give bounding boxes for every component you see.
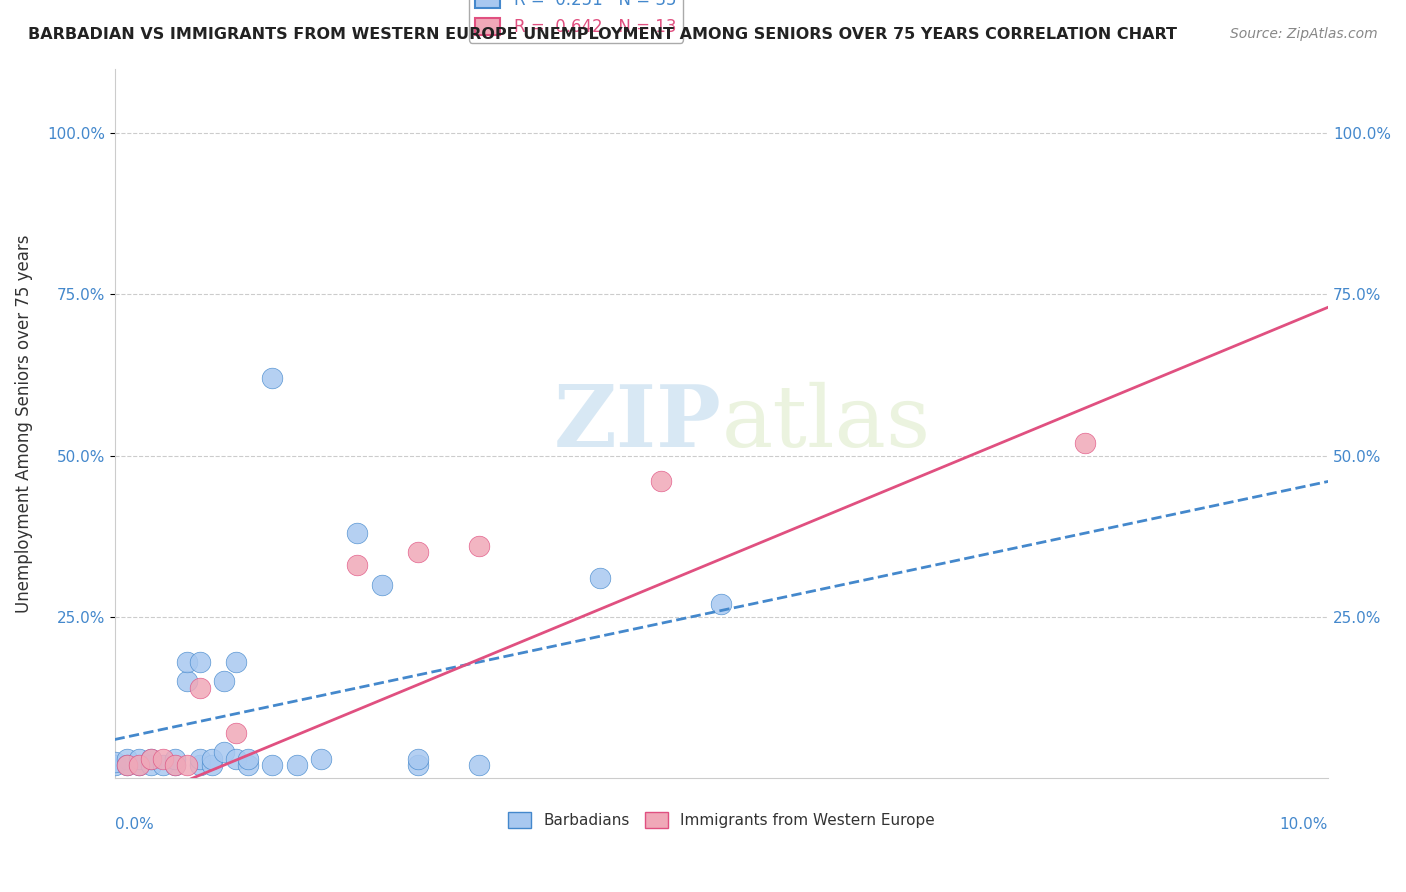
Point <box>188 655 211 669</box>
Point <box>139 752 162 766</box>
Point <box>225 655 247 669</box>
Point <box>176 655 198 669</box>
Point <box>152 752 174 766</box>
Point <box>201 752 224 766</box>
Point <box>650 475 672 489</box>
Point <box>710 597 733 611</box>
Point <box>139 752 162 766</box>
Y-axis label: Unemployment Among Seniors over 75 years: Unemployment Among Seniors over 75 years <box>15 234 32 613</box>
Point <box>188 681 211 695</box>
Point <box>188 758 211 772</box>
Point <box>104 758 127 772</box>
Point <box>370 577 392 591</box>
Point <box>225 752 247 766</box>
Point <box>346 558 368 573</box>
Point <box>165 758 187 772</box>
Point <box>115 752 138 766</box>
Point <box>236 752 259 766</box>
Point <box>104 755 127 769</box>
Point <box>115 758 138 772</box>
Point <box>346 526 368 541</box>
Point <box>467 539 489 553</box>
Point <box>467 758 489 772</box>
Point <box>589 571 612 585</box>
Point <box>139 758 162 772</box>
Point <box>201 758 224 772</box>
Point <box>225 726 247 740</box>
Point <box>309 752 332 766</box>
Point <box>212 746 235 760</box>
Point <box>406 545 429 559</box>
Text: ZIP: ZIP <box>554 382 721 466</box>
Point <box>152 758 174 772</box>
Text: 0.0%: 0.0% <box>115 817 153 832</box>
Text: BARBADIAN VS IMMIGRANTS FROM WESTERN EUROPE UNEMPLOYMENT AMONG SENIORS OVER 75 Y: BARBADIAN VS IMMIGRANTS FROM WESTERN EUR… <box>28 27 1177 42</box>
Point <box>128 758 150 772</box>
Point <box>1074 435 1097 450</box>
Point <box>236 758 259 772</box>
Text: atlas: atlas <box>721 382 931 465</box>
Point <box>262 758 284 772</box>
Point <box>176 758 198 772</box>
Point <box>165 758 187 772</box>
Point <box>115 758 138 772</box>
Legend: Barbadians, Immigrants from Western Europe: Barbadians, Immigrants from Western Euro… <box>502 806 941 834</box>
Point <box>285 758 308 772</box>
Point <box>165 752 187 766</box>
Point <box>188 752 211 766</box>
Point <box>128 752 150 766</box>
Point <box>212 674 235 689</box>
Point <box>128 758 150 772</box>
Text: Source: ZipAtlas.com: Source: ZipAtlas.com <box>1230 27 1378 41</box>
Point <box>406 758 429 772</box>
Text: 10.0%: 10.0% <box>1279 817 1329 832</box>
Point <box>262 371 284 385</box>
Point <box>176 674 198 689</box>
Point <box>406 752 429 766</box>
